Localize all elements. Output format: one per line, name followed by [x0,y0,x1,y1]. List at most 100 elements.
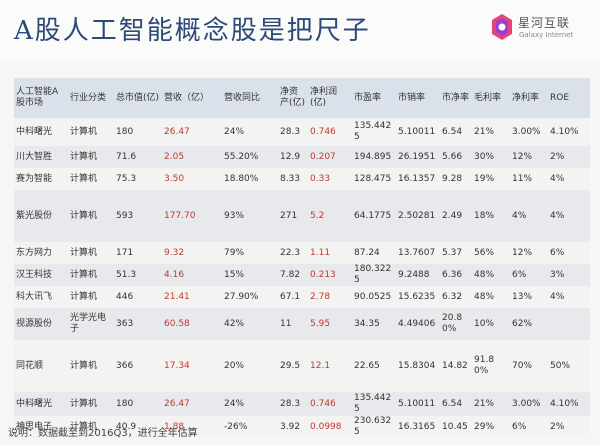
cell-revenue-yoy: 15% [224,269,245,280]
cell-gross-margin: 21% [474,398,495,409]
cell-company: 汉王科技 [16,269,53,280]
cell-net-assets: 28.3 [280,126,301,137]
cell-pb: 9.28 [442,173,463,184]
cell-revenue-yoy: 18.80% [224,173,259,184]
cell-roe: 4.10% [550,126,579,137]
table-header-row: 人工智能A股市场 行业分类 总市值(亿) 营收（亿） 营收同比 净资产(亿) 净… [14,78,590,118]
cell-pe: 64.1775 [354,210,392,221]
cell-company: 同花顺 [16,360,44,371]
cell-net-assets: 7.82 [280,269,301,280]
cell-pe: 194.895 [354,151,392,162]
cell-revenue: 1.88 [164,421,185,432]
cell-roe [548,308,590,340]
cell-revenue-yoy: -26% [224,421,248,432]
cell-market-cap: 51.3 [116,269,137,280]
table-row: 汉王科技 计算机 51.3 4.16 15% 7.82 0.213 180.3225 9.248… [14,264,590,286]
cell-company: 神思电子 [16,421,53,432]
cell-ps: 9.2488 [398,269,430,280]
cell-pe: 22.65 [354,360,380,371]
header-revenue-yoy: 营收同比 [224,92,261,103]
cell-company: 科大讯飞 [16,291,53,302]
cell-gross-margin: 29% [474,421,495,432]
cell-industry: 计算机 [70,398,98,409]
cell-pb: 2.49 [442,210,463,221]
cell-pe: 90.0525 [354,291,392,302]
header-gross-margin: 毛利率 [474,92,502,103]
cell-net-assets: 271 [280,210,298,221]
logo-text-en: Galaxy Internet [519,31,574,39]
cell-industry: 光学光电子 [70,313,107,334]
cell-pe: 128.475 [354,173,392,184]
cell-market-cap: 366 [116,360,134,371]
cell-revenue-yoy: 55.20% [224,151,259,162]
cell-net-assets: 3.92 [280,421,301,432]
cell-market-cap: 446 [116,291,134,302]
cell-gross-margin: 56% [474,247,495,258]
cell-net-assets: 29.5 [280,360,301,371]
cell-net-margin: 11% [512,173,533,184]
cell-net-profit: 0.746 [310,126,336,137]
cell-ps: 15.6235 [398,291,436,302]
cell-market-cap: 180 [116,126,134,137]
cell-company: 赛为智能 [16,173,53,184]
cell-market-cap: 75.3 [116,173,137,184]
cell-market-cap: 71.6 [116,151,137,162]
cell-industry: 计算机 [70,151,98,162]
cell-net-margin: 4% [512,210,527,221]
cell-gross-margin: 48% [474,269,495,280]
table-row: 同花顺 计算机 366 17.34 20% 29.5 12.1 22.65 15.8304 14.… [14,340,590,392]
ai-stock-table: 人工智能A股市场 行业分类 总市值(亿) 营收（亿） 营收同比 净资产(亿) 净… [14,78,590,438]
cell-revenue: 60.58 [164,318,190,329]
cell-roe: 50% [550,360,571,371]
cell-market-cap: 180 [116,398,134,409]
cell-revenue: 3.50 [164,173,185,184]
header-roe: ROE [550,92,570,103]
header-revenue: 营收（亿） [164,92,210,103]
cell-gross-margin: 18% [474,210,495,221]
table-row: 川大智胜 计算机 71.6 2.05 55.20% 12.9 0.207 194.895 26.… [14,146,590,168]
cell-industry: 计算机 [70,210,98,221]
cell-ps: 15.8304 [398,360,436,371]
cell-roe: 4% [550,173,565,184]
cell-net-assets: 67.1 [280,291,301,302]
table-row: 科大讯飞 计算机 446 21.41 27.90% 67.1 2.78 90.0525 15.6… [14,286,590,308]
cell-pb: 6.54 [442,126,463,137]
cell-industry: 计算机 [70,360,98,371]
header-ps: 市销率 [398,92,426,103]
cell-pb: 20.80% [442,313,463,334]
cell-net-margin: 62% [512,318,533,329]
cell-company: 东方网力 [16,247,53,258]
cell-roe: 6% [550,247,565,258]
logo-text-cn: 星河互联 [518,16,571,30]
header-industry: 行业分类 [70,92,107,103]
cell-revenue: 26.47 [164,398,190,409]
cell-net-margin: 3.00% [512,126,541,137]
cell-net-margin: 13% [512,291,533,302]
cell-revenue: 21.41 [164,291,190,302]
cell-net-profit: 2.78 [310,291,331,302]
cell-ps: 4.49406 [398,318,436,329]
cell-market-cap: 171 [116,247,134,258]
cell-net-assets: 22.3 [280,247,301,258]
cell-net-profit: 1.11 [310,247,331,258]
cell-pe: 135.4425 [354,121,392,142]
cell-ps: 5.10011 [398,398,436,409]
cell-gross-margin: 21% [474,126,495,137]
cell-revenue: 17.34 [164,360,190,371]
cell-pe: 34.35 [354,318,380,329]
cell-pe: 87.24 [354,247,380,258]
table-row: 紫光股份 计算机 593 177.70 93% 271 5.2 64.1775 2.50281 2… [14,190,590,242]
cell-industry: 计算机 [70,247,98,258]
table-row: 赛为智能 计算机 75.3 3.50 18.80% 8.33 0.33 128.475 16.1… [14,168,590,190]
cell-pb: 14.82 [442,360,468,371]
cell-company: 中科曙光 [16,398,53,409]
cell-company: 视源股份 [16,318,53,329]
cell-pb: 10.45 [442,421,468,432]
cell-revenue: 4.16 [164,269,185,280]
cell-industry: 计算机 [70,291,98,302]
footnote: 说明：数据截至到2016Q3，进行全年估算 [8,428,198,439]
cell-revenue-yoy: 20% [224,360,245,371]
cell-pe: 135.4425 [354,393,392,414]
galaxy-logo: 星河互联 Galaxy Internet [490,12,595,46]
cell-net-margin: 6% [512,269,527,280]
